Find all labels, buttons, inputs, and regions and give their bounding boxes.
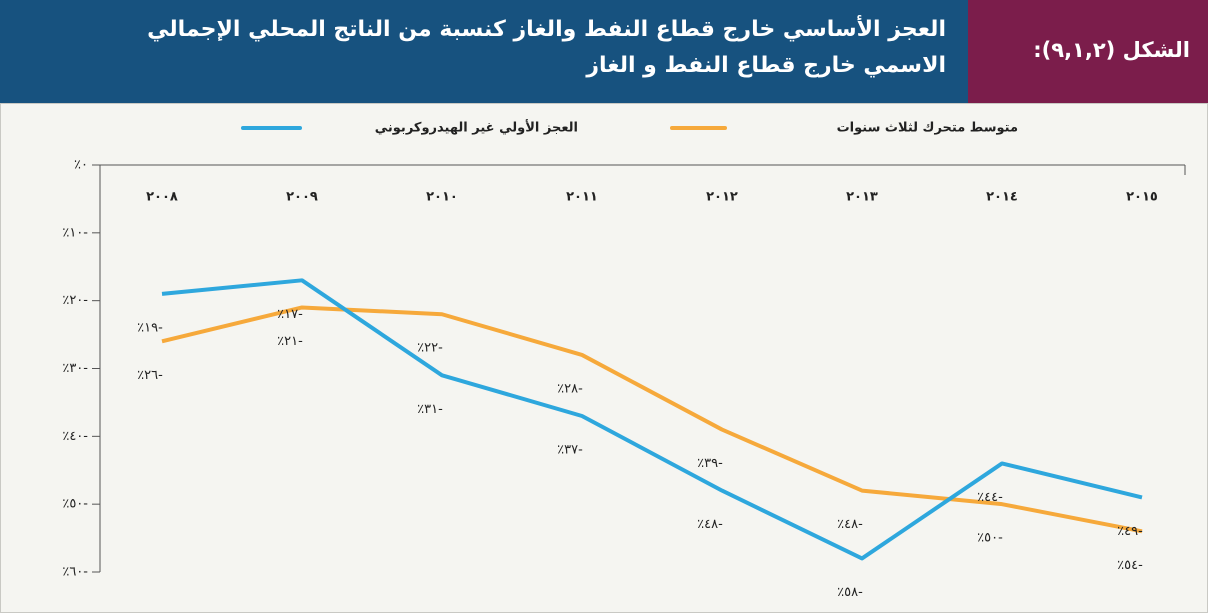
y-tick-label: ٪٤٠- [62,429,88,444]
title-box: العجز الأساسي خارج قطاع النفط والغاز كنس… [0,0,968,103]
data-line [161,278,1143,561]
data-label: ٪٥٤- [1117,558,1143,573]
data-label: ٪٢١- [277,334,303,349]
data-label: ٪٢٨- [557,381,583,396]
title-line: العجز الأساسي خارج قطاع النفط والغاز كنس… [147,17,946,42]
header: العجز الأساسي خارج قطاع النفط والغاز كنس… [0,0,1208,103]
data-label: ٪٣٧- [557,442,583,457]
data-label: ٪٤٨- [697,517,723,532]
figure-label-box: الشكل (٩,١,٢): [968,0,1208,103]
data-label: ٪٣٩- [697,456,723,471]
data-label: ٪٤٤- [977,490,1003,505]
x-tick-label: ٢٠٠٩ [286,190,318,205]
x-tick-label: ٢٠١٢ [706,190,738,205]
x-tick-label: ٢٠٠٨ [146,190,178,205]
data-label: ٪١٩- [137,320,163,335]
y-tick-label: ٪٥٠- [62,497,88,512]
x-tick-label: ٢٠١٥ [1126,190,1158,205]
y-tick-label: ٪٢٠- [62,293,88,308]
data-label: ٪٣١- [417,402,443,417]
y-tick-label: ٪٣٠- [62,361,88,376]
chart-background [0,103,1208,613]
y-tick-label: ٪١٠- [62,225,88,240]
data-label: ٪٥٨- [837,585,863,600]
data-label: ٪٢٢- [417,341,443,356]
data-label: ٪٥٠- [977,531,1003,546]
y-tick-label: ٪٦٠- [62,565,88,580]
data-label: ٪٤٨- [837,517,863,532]
legend-label: متوسط متحرك لثلاث سنوات [837,121,1018,136]
data-label: ٪٢٦- [137,368,163,383]
data-label: ٪٤٩- [1117,524,1143,539]
data-label: ٪١٧- [277,307,303,322]
y-tick-label: ٪٠ [74,158,88,173]
x-tick-label: ٢٠١٠ [426,190,458,205]
title-line: الاسمي خارج قطاع النفط و الغاز [586,53,946,78]
data-line [161,305,1143,534]
figure-label: الشكل (٩,١,٢): [1033,38,1190,62]
x-tick-label: ٢٠١٤ [986,190,1018,205]
x-tick-label: ٢٠١٣ [846,190,878,205]
chart: ٪٠ ٪١٠- ٪٢٠- ٪٣٠- ٪٤٠- ٪٥٠- ٪٦٠- ٢٠٠٨ ٢٠٠٩ ٢٠١٠ ٢٠… [0,103,1208,613]
legend-label: العجز الأولي غير الهيدروكربوني [375,119,578,136]
x-tick-label: ٢٠١١ [566,190,598,205]
